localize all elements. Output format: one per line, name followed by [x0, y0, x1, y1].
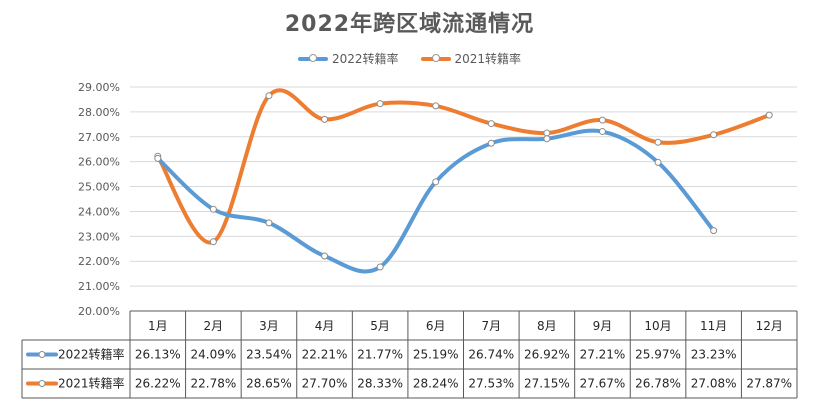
data-label: 25.19%	[413, 348, 459, 362]
data-point-2021	[487, 120, 495, 128]
data-point-2022	[543, 135, 551, 143]
data-label: 26.74%	[468, 348, 514, 362]
data-label: 28.24%	[413, 377, 459, 391]
y-tick-label: 20.00%	[78, 305, 120, 318]
data-label: 21.77%	[357, 348, 403, 362]
x-tick-label: 11月	[700, 319, 727, 333]
data-label: 28.65%	[246, 377, 292, 391]
data-label: 24.09%	[190, 348, 236, 362]
data-point-2021	[265, 92, 273, 100]
legend-item-2021: 2021转籍率	[420, 50, 522, 67]
y-tick-label: 27.00%	[78, 131, 120, 144]
x-tick-label: 10月	[644, 319, 671, 333]
data-label: 27.87%	[746, 377, 792, 391]
data-point-2022	[487, 139, 495, 147]
x-tick-label: 1月	[148, 319, 168, 333]
x-tick-label: 7月	[481, 319, 501, 333]
legend-swatch-2021	[420, 53, 451, 62]
data-point-2021	[376, 100, 384, 108]
y-tick-label: 25.00%	[78, 181, 120, 194]
data-point-2022	[265, 219, 273, 227]
legend-item-2022: 2022转籍率	[297, 50, 399, 67]
legend: 2022转籍率 2021转籍率	[0, 50, 819, 67]
x-tick-label: 8月	[537, 319, 557, 333]
data-label: 27.21%	[580, 348, 626, 362]
data-point-2022	[598, 128, 606, 136]
chart-title: 2022年跨区域流通情况	[284, 12, 535, 37]
data-label: 22.78%	[190, 377, 236, 391]
data-point-2022	[654, 158, 662, 166]
data-point-2022	[376, 263, 384, 271]
data-point-2022	[321, 252, 329, 260]
data-label: 26.78%	[635, 377, 681, 391]
data-label: 26.22%	[135, 377, 181, 391]
data-label: 22.21%	[302, 348, 348, 362]
legend-label-2022: 2022转籍率	[331, 52, 399, 66]
table-legend-marker	[38, 351, 46, 358]
data-point-2021	[543, 129, 551, 137]
data-label: 26.92%	[524, 348, 570, 362]
data-point-2022	[209, 205, 217, 213]
table-legend-marker	[38, 380, 46, 387]
legend-swatch-2022	[297, 53, 328, 62]
data-label: 27.53%	[468, 377, 514, 391]
x-tick-label: 3月	[259, 319, 279, 333]
data-point-2021	[321, 115, 329, 123]
table-row-label: 2021转籍率	[58, 376, 125, 391]
y-tick-label: 26.00%	[78, 156, 120, 169]
y-tick-label: 23.00%	[78, 230, 120, 243]
x-tick-label: 5月	[370, 319, 390, 333]
y-tick-label: 21.00%	[78, 280, 120, 293]
data-label: 28.33%	[357, 377, 403, 391]
data-label: 23.54%	[246, 348, 292, 362]
data-label: 23.23%	[691, 348, 737, 362]
data-point-2022	[154, 154, 162, 162]
series-line-2022	[155, 128, 716, 274]
x-tick-label: 6月	[426, 319, 446, 333]
data-label: 27.08%	[691, 377, 737, 391]
x-tick-label: 12月	[756, 319, 783, 333]
data-label: 25.97%	[635, 348, 681, 362]
data-label: 27.67%	[580, 377, 626, 391]
legend-label-2021: 2021转籍率	[454, 52, 522, 66]
y-tick-label: 28.00%	[78, 106, 120, 119]
data-label: 27.15%	[524, 377, 570, 391]
y-tick-label: 24.00%	[78, 205, 120, 218]
data-point-2022	[710, 227, 718, 235]
data-label: 26.13%	[135, 348, 181, 362]
data-point-2021	[765, 111, 773, 119]
data-point-2021	[710, 131, 718, 139]
data-point-2022	[432, 178, 440, 186]
x-tick-label: 9月	[593, 319, 613, 333]
data-point-2021	[598, 116, 606, 124]
y-tick-label: 22.00%	[78, 255, 120, 268]
table-row-label: 2022转籍率	[58, 347, 125, 362]
data-point-2021	[209, 238, 217, 246]
data-label: 27.70%	[302, 377, 348, 391]
x-tick-label: 4月	[315, 319, 335, 333]
x-tick-label: 2月	[204, 319, 224, 333]
data-point-2021	[654, 138, 662, 146]
y-tick-label: 29.00%	[78, 81, 120, 94]
data-point-2021	[432, 102, 440, 110]
